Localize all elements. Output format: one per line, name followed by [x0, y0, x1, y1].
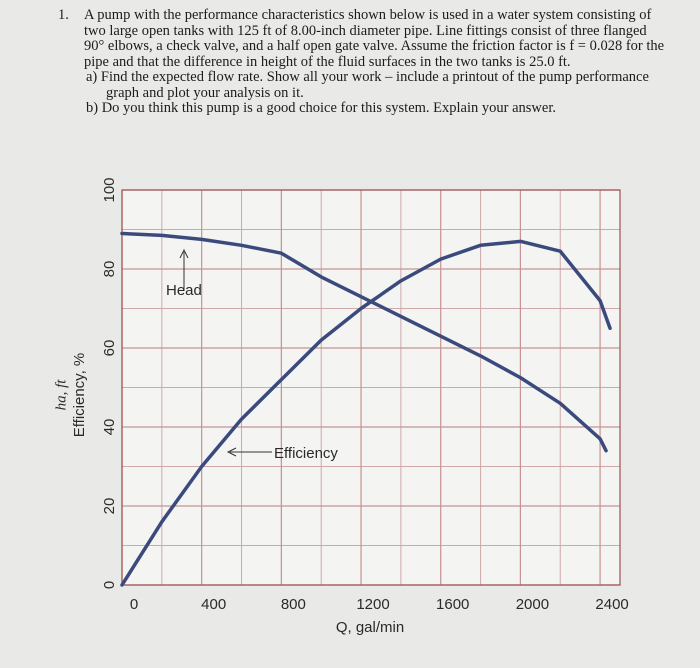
y-axis-label: ha, ft	[53, 379, 69, 411]
annotation-arrowhead	[226, 447, 237, 457]
problem-number: 1.	[58, 7, 69, 23]
y-tick-label: 80	[101, 261, 118, 278]
y-tick-label: 0	[101, 581, 118, 589]
x-tick-label: 2000	[516, 596, 549, 613]
x-tick-label: 1200	[356, 596, 389, 613]
x-tick-label: 1600	[436, 596, 469, 613]
problem: 1. A pump with the performance character…	[58, 7, 668, 117]
data-line	[120, 231, 608, 453]
data-line	[120, 239, 612, 587]
x-tick-label: 400	[201, 596, 226, 613]
plot-frame	[121, 189, 621, 586]
y-tick-label: 20	[101, 498, 118, 515]
x-tick-label: 2400	[595, 596, 628, 613]
annotation-arrowhead	[179, 248, 189, 259]
annotation: Efficiency	[274, 445, 338, 462]
problem-part: a) Find the expected flow rate. Show all…	[86, 69, 649, 101]
annotation: Head	[166, 282, 202, 299]
y-tick-label: 60	[101, 340, 118, 357]
x-axis-label: Q, gal/min	[336, 619, 404, 636]
y-axis-label: Efficiency, %	[71, 353, 88, 437]
y-tick-label: 40	[101, 419, 118, 436]
problem-text: A pump with the performance characterist…	[84, 7, 665, 70]
y-tick-label: 100	[101, 177, 118, 202]
x-tick-label: 0	[130, 596, 138, 613]
x-tick-label: 800	[281, 596, 306, 613]
problem-part: b) Do you think this pump is a good choi…	[86, 100, 556, 116]
